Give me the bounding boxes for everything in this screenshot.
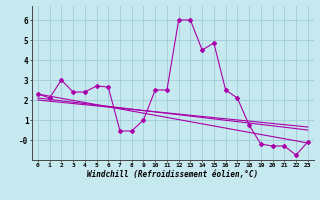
- X-axis label: Windchill (Refroidissement éolien,°C): Windchill (Refroidissement éolien,°C): [87, 170, 258, 179]
